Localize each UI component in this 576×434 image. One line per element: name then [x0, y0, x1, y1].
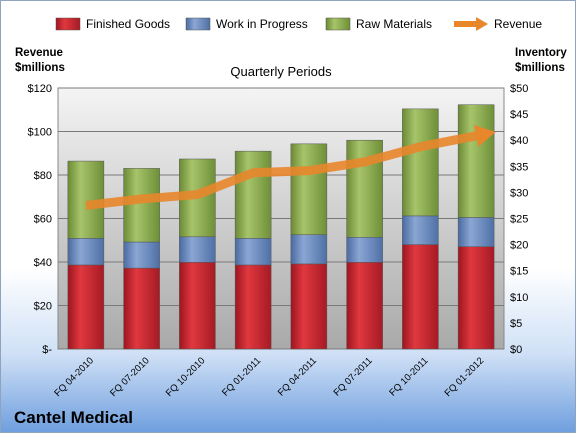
right-tick-label: $10: [510, 292, 528, 304]
bars: [67, 104, 495, 350]
x-axis-ticks: FQ 04-2010 FQ 07-2010 FQ 10-2010 FQ 01-2011…: [52, 355, 486, 399]
left-tick-label: $100: [28, 127, 52, 139]
x-tick-label: FQ 01-2012: [443, 355, 487, 399]
work-in-progress-bar: [179, 236, 216, 263]
work-in-progress-bar: [234, 238, 272, 266]
left-tick-label: $60: [34, 214, 52, 226]
left-tick-label: $-: [42, 344, 52, 356]
raw-materials-bar: [402, 108, 439, 217]
right-tick-label: $30: [510, 187, 528, 199]
legend: Finished Goods Work in Progress Raw Materi…: [55, 17, 542, 31]
right-tick-label: $45: [510, 109, 528, 121]
raw-materials-bar: [290, 143, 328, 235]
work-in-progress-bar: [290, 234, 328, 265]
x-tick-label: FQ 04-2011: [276, 355, 319, 398]
finished-goods-bar: [123, 267, 160, 350]
left-axis-ticks: $- $20 $40 $60 $80 $100 $120: [28, 83, 53, 356]
right-tick-label: $15: [510, 266, 528, 278]
x-tick-label: FQ 04-2010: [52, 355, 96, 399]
legend-label: Work in Progress: [216, 17, 308, 31]
finished-goods-bar: [346, 262, 383, 350]
legend-swatch-raw-materials: [325, 17, 351, 31]
raw-materials-bar: [234, 150, 272, 239]
finished-goods-bar: [67, 264, 105, 350]
revenue-arrowhead: [474, 125, 496, 147]
work-in-progress-bar: [123, 241, 160, 269]
right-axis-title-line1: Inventory: [515, 47, 567, 59]
revenue-line-layer: [85, 125, 496, 210]
right-tick-label: $25: [510, 214, 528, 226]
left-axis-title-line2: $millions: [15, 62, 65, 74]
left-axis-title-line1: Revenue: [15, 47, 63, 59]
work-in-progress-bar: [457, 217, 495, 247]
right-tick-label: $35: [510, 161, 528, 173]
legend-swatch-revenue-arrowhead: [476, 17, 488, 31]
work-in-progress-bar: [67, 238, 105, 266]
right-axis-ticks: $0 $5 $10 $15 $20 $25 $30 $35 $40 $45 $50: [510, 83, 528, 356]
right-tick-label: $50: [510, 83, 528, 95]
left-tick-label: $80: [34, 170, 52, 182]
x-tick-label: FQ 07-2010: [108, 355, 152, 399]
finished-goods-bar: [179, 262, 216, 350]
finished-goods-bar: [457, 246, 495, 350]
left-tick-label: $40: [34, 257, 52, 269]
work-in-progress-bar: [402, 215, 439, 245]
x-tick-label: FQ 10-2011: [387, 355, 430, 398]
legend-label: Raw Materials: [356, 17, 432, 31]
finished-goods-bar: [402, 244, 439, 350]
legend-label: Revenue: [494, 17, 542, 31]
work-in-progress-bar: [346, 237, 383, 263]
chart-subtitle: Quarterly Periods: [230, 64, 332, 79]
finished-goods-bar: [290, 263, 328, 350]
x-tick-label: FQ 01-2011: [220, 355, 263, 398]
right-tick-label: $40: [510, 135, 528, 147]
revenue-line: [85, 131, 477, 210]
legend-label: Finished Goods: [86, 17, 170, 31]
x-tick-label: FQ 07-2011: [332, 355, 375, 398]
raw-materials-bar: [123, 168, 160, 243]
left-tick-label: $120: [28, 83, 52, 95]
raw-materials-bar: [457, 104, 495, 218]
right-tick-label: $0: [510, 344, 522, 356]
right-tick-label: $5: [510, 318, 522, 330]
right-tick-label: $20: [510, 240, 528, 252]
legend-swatch-work-in-progress: [185, 17, 211, 31]
company-name: Cantel Medical: [14, 408, 133, 427]
finished-goods-bar: [234, 264, 272, 350]
x-tick-label: FQ 10-2010: [164, 355, 208, 399]
legend-swatch-finished-goods: [55, 17, 81, 31]
left-tick-label: $20: [34, 301, 52, 313]
right-axis-title-line2: $millions: [515, 62, 565, 74]
